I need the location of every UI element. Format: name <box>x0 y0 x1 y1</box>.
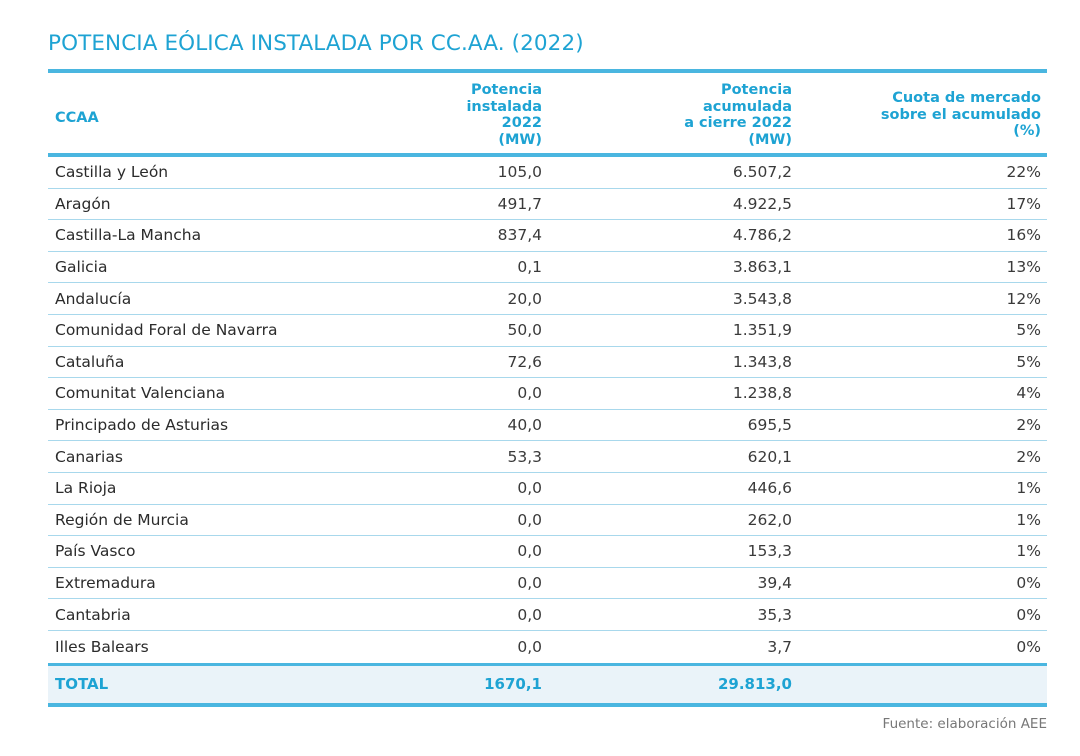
cell-ccaa: Illes Balears <box>55 637 149 656</box>
cell-cuota-mercado: 1% <box>1016 510 1041 529</box>
table-row: Galicia 0,1 3.863,1 13% <box>48 252 1047 284</box>
table-row: Comunitat Valenciana 0,0 1.238,8 4% <box>48 378 1047 410</box>
cell-potencia-acumulada: 153,3 <box>747 542 792 561</box>
cell-ccaa: Principado de Asturias <box>55 416 229 435</box>
cell-potencia-instalada: 105,0 <box>497 163 542 182</box>
cell-potencia-instalada: 837,4 <box>497 226 542 245</box>
cell-ccaa: Galicia <box>55 258 108 277</box>
cell-potencia-acumulada: 39,4 <box>757 574 792 593</box>
cell-potencia-acumulada: 695,5 <box>747 416 792 435</box>
cell-potencia-acumulada: 3.863,1 <box>732 258 792 277</box>
cell-potencia-acumulada: 3.543,8 <box>732 289 792 308</box>
cell-ccaa: Región de Murcia <box>55 510 189 529</box>
cell-cuota-mercado: 22% <box>1006 163 1041 182</box>
cell-potencia-acumulada: 3,7 <box>767 637 792 656</box>
cell-potencia-acumulada: 1.343,8 <box>732 352 792 371</box>
header-potencia-instalada: Potencia instalada 2022 (MW) <box>466 82 542 148</box>
total-instalada: 1670,1 <box>484 675 542 693</box>
cell-potencia-instalada: 0,0 <box>517 479 542 498</box>
cell-potencia-acumulada: 4.786,2 <box>732 226 792 245</box>
cell-ccaa: Aragón <box>55 194 111 213</box>
table-row: Andalucía 20,0 3.543,8 12% <box>48 283 1047 315</box>
cell-ccaa: Canarias <box>55 447 123 466</box>
table-header: CCAA Potencia instalada 2022 (MW) Potenc… <box>48 69 1047 157</box>
cell-potencia-acumulada: 262,0 <box>747 510 792 529</box>
table-body: Castilla y León 105,0 6.507,2 22% Aragón 491,… <box>48 157 1047 663</box>
cell-potencia-instalada: 0,1 <box>517 258 542 277</box>
table-row: País Vasco 0,0 153,3 1% <box>48 536 1047 568</box>
cell-ccaa: Comunidad Foral de Navarra <box>55 321 278 340</box>
cell-cuota-mercado: 4% <box>1016 384 1041 403</box>
cell-potencia-acumulada: 6.507,2 <box>732 163 792 182</box>
cell-cuota-mercado: 5% <box>1016 321 1041 340</box>
cell-potencia-acumulada: 4.922,5 <box>732 194 792 213</box>
header-ccaa: CCAA <box>55 110 99 126</box>
cell-cuota-mercado: 0% <box>1016 605 1041 624</box>
cell-potencia-instalada: 50,0 <box>507 321 542 340</box>
table-row: Cataluña 72,6 1.343,8 5% <box>48 347 1047 379</box>
cell-cuota-mercado: 12% <box>1006 289 1041 308</box>
cell-potencia-acumulada: 446,6 <box>747 479 792 498</box>
source-note: Fuente: elaboración AEE <box>882 716 1047 732</box>
total-label: TOTAL <box>55 675 109 693</box>
table-row: Castilla y León 105,0 6.507,2 22% <box>48 157 1047 189</box>
cell-cuota-mercado: 17% <box>1006 194 1041 213</box>
cell-potencia-instalada: 0,0 <box>517 510 542 529</box>
table-row: Principado de Asturias 40,0 695,5 2% <box>48 410 1047 442</box>
cell-ccaa: Andalucía <box>55 289 132 308</box>
cell-potencia-instalada: 40,0 <box>507 416 542 435</box>
table-row: Cantabria 0,0 35,3 0% <box>48 599 1047 631</box>
cell-potencia-acumulada: 1.238,8 <box>732 384 792 403</box>
cell-ccaa: Castilla y León <box>55 163 169 182</box>
cell-potencia-instalada: 0,0 <box>517 542 542 561</box>
wind-power-table: CCAA Potencia instalada 2022 (MW) Potenc… <box>48 69 1047 707</box>
cell-potencia-instalada: 491,7 <box>497 194 542 213</box>
cell-ccaa: País Vasco <box>55 542 136 561</box>
cell-potencia-instalada: 72,6 <box>507 352 542 371</box>
cell-cuota-mercado: 13% <box>1006 258 1041 277</box>
table-row: Castilla-La Mancha 837,4 4.786,2 16% <box>48 220 1047 252</box>
table-row: Illes Balears 0,0 3,7 0% <box>48 631 1047 663</box>
cell-cuota-mercado: 0% <box>1016 637 1041 656</box>
cell-potencia-acumulada: 620,1 <box>747 447 792 466</box>
cell-ccaa: Castilla-La Mancha <box>55 226 202 245</box>
cell-cuota-mercado: 5% <box>1016 352 1041 371</box>
header-potencia-acumulada: Potencia acumulada a cierre 2022 (MW) <box>684 82 792 148</box>
page-title: POTENCIA EÓLICA INSTALADA POR CC.AA. (20… <box>48 31 584 56</box>
cell-potencia-instalada: 20,0 <box>507 289 542 308</box>
cell-cuota-mercado: 1% <box>1016 542 1041 561</box>
cell-cuota-mercado: 1% <box>1016 479 1041 498</box>
cell-potencia-instalada: 0,0 <box>517 574 542 593</box>
cell-cuota-mercado: 2% <box>1016 416 1041 435</box>
cell-cuota-mercado: 2% <box>1016 447 1041 466</box>
table-row: Extremadura 0,0 39,4 0% <box>48 568 1047 600</box>
table-row: La Rioja 0,0 446,6 1% <box>48 473 1047 505</box>
cell-ccaa: Extremadura <box>55 574 156 593</box>
cell-ccaa: Cataluña <box>55 352 125 371</box>
cell-potencia-instalada: 0,0 <box>517 384 542 403</box>
table-row: Comunidad Foral de Navarra 50,0 1.351,9 5% <box>48 315 1047 347</box>
total-acumulada: 29.813,0 <box>717 675 792 693</box>
cell-potencia-acumulada: 35,3 <box>757 605 792 624</box>
cell-cuota-mercado: 16% <box>1006 226 1041 245</box>
cell-ccaa: La Rioja <box>55 479 117 498</box>
table-row: Región de Murcia 0,0 262,0 1% <box>48 505 1047 537</box>
cell-ccaa: Cantabria <box>55 605 131 624</box>
cell-potencia-acumulada: 1.351,9 <box>732 321 792 340</box>
cell-potencia-instalada: 0,0 <box>517 637 542 656</box>
cell-ccaa: Comunitat Valenciana <box>55 384 226 403</box>
cell-potencia-instalada: 53,3 <box>507 447 542 466</box>
cell-potencia-instalada: 0,0 <box>517 605 542 624</box>
cell-cuota-mercado: 0% <box>1016 574 1041 593</box>
header-cuota-mercado: Cuota de mercado sobre el acumulado (%) <box>880 90 1041 139</box>
table-row: Aragón 491,7 4.922,5 17% <box>48 189 1047 221</box>
total-row: TOTAL 1670,1 29.813,0 <box>48 662 1047 707</box>
table-row: Canarias 53,3 620,1 2% <box>48 441 1047 473</box>
